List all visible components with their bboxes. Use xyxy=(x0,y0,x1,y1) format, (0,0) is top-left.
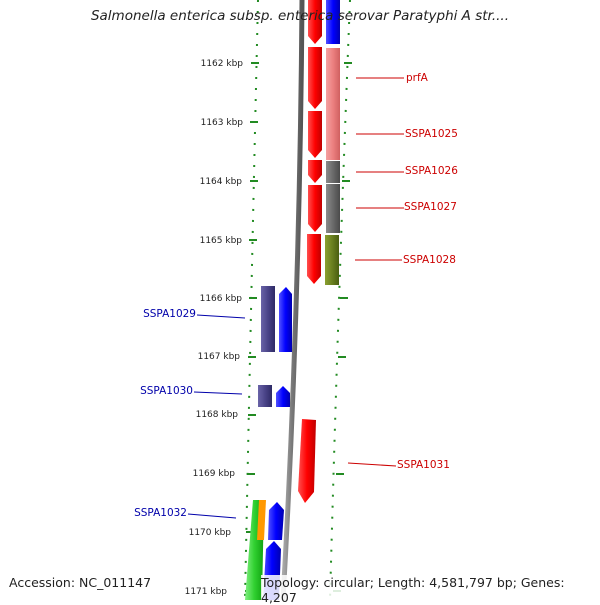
gene-labels-left: SSPA1029 SSPA1030 SSPA1032 xyxy=(134,308,196,519)
feature-block-gray xyxy=(326,161,340,183)
gene-label-SSPA1027[interactable]: SSPA1027 xyxy=(404,201,457,213)
tick-label: 1167 kbp xyxy=(198,352,241,362)
cds-arrow xyxy=(308,0,322,44)
tick-label: 1166 kbp xyxy=(200,294,243,304)
gene-label-SSPA1028[interactable]: SSPA1028 xyxy=(403,254,456,266)
cds-arrow-SSPA1030 xyxy=(276,386,290,407)
cds-arrow-SSPA1031 xyxy=(298,419,316,503)
genome-backbone xyxy=(280,0,305,600)
tick-label: 1164 kbp xyxy=(200,177,243,187)
feature-track-inner xyxy=(245,500,266,600)
tick-label: 1163 kbp xyxy=(201,118,244,128)
genome-summary-label: Topology: circular; Length: 4,581,797 bp… xyxy=(261,575,600,605)
gene-label-SSPA1026[interactable]: SSPA1026 xyxy=(405,165,458,177)
feature-block-gray xyxy=(326,184,340,233)
cds-arrow-SSPA1028 xyxy=(307,234,321,284)
tick-label: 1169 kbp xyxy=(193,469,236,479)
cds-arrow-SSPA1029 xyxy=(279,287,292,352)
feature-block-navy xyxy=(258,385,272,407)
tick-label: 1165 kbp xyxy=(200,236,243,246)
gene-label-prfA[interactable]: prfA xyxy=(406,72,429,84)
label-leader-lines xyxy=(187,77,404,519)
feature-block-pink xyxy=(326,48,340,160)
cds-arrow-SSPA1027 xyxy=(308,185,322,232)
gene-label-SSPA1030[interactable]: SSPA1030 xyxy=(140,385,193,397)
tick-label: 1170 kbp xyxy=(189,528,232,538)
accession-label: Accession: NC_011147 xyxy=(9,575,152,590)
cds-arrow-SSPA1026 xyxy=(308,160,322,183)
gene-label-SSPA1032[interactable]: SSPA1032 xyxy=(134,507,187,519)
gene-labels-right: prfA SSPA1025 SSPA1026 SSPA1027 SSPA1028… xyxy=(397,72,458,471)
cds-arrow-prfA xyxy=(308,47,322,109)
feature-block-orange xyxy=(257,500,266,540)
feature-block-navy xyxy=(261,286,275,352)
feature-block-blue xyxy=(326,0,340,44)
gene-label-SSPA1025[interactable]: SSPA1025 xyxy=(405,128,458,140)
gene-label-SSPA1029[interactable]: SSPA1029 xyxy=(143,308,196,320)
cds-track-forward xyxy=(298,0,322,503)
tick-label: 1171 kbp xyxy=(185,587,228,597)
cds-arrow-SSPA1032 xyxy=(268,502,284,540)
tick-label: 1162 kbp xyxy=(201,59,244,69)
map-title: Salmonella enterica subsp. enterica sero… xyxy=(90,8,510,24)
kbp-tick-labels: 1162 kbp 1163 kbp 1164 kbp 1165 kbp 1166… xyxy=(185,59,244,597)
feature-track-outer xyxy=(325,0,340,285)
gene-label-SSPA1031[interactable]: SSPA1031 xyxy=(397,459,450,471)
tick-label: 1168 kbp xyxy=(196,410,239,420)
feature-block-olive xyxy=(325,235,339,285)
cds-arrow-SSPA1025 xyxy=(308,111,322,158)
